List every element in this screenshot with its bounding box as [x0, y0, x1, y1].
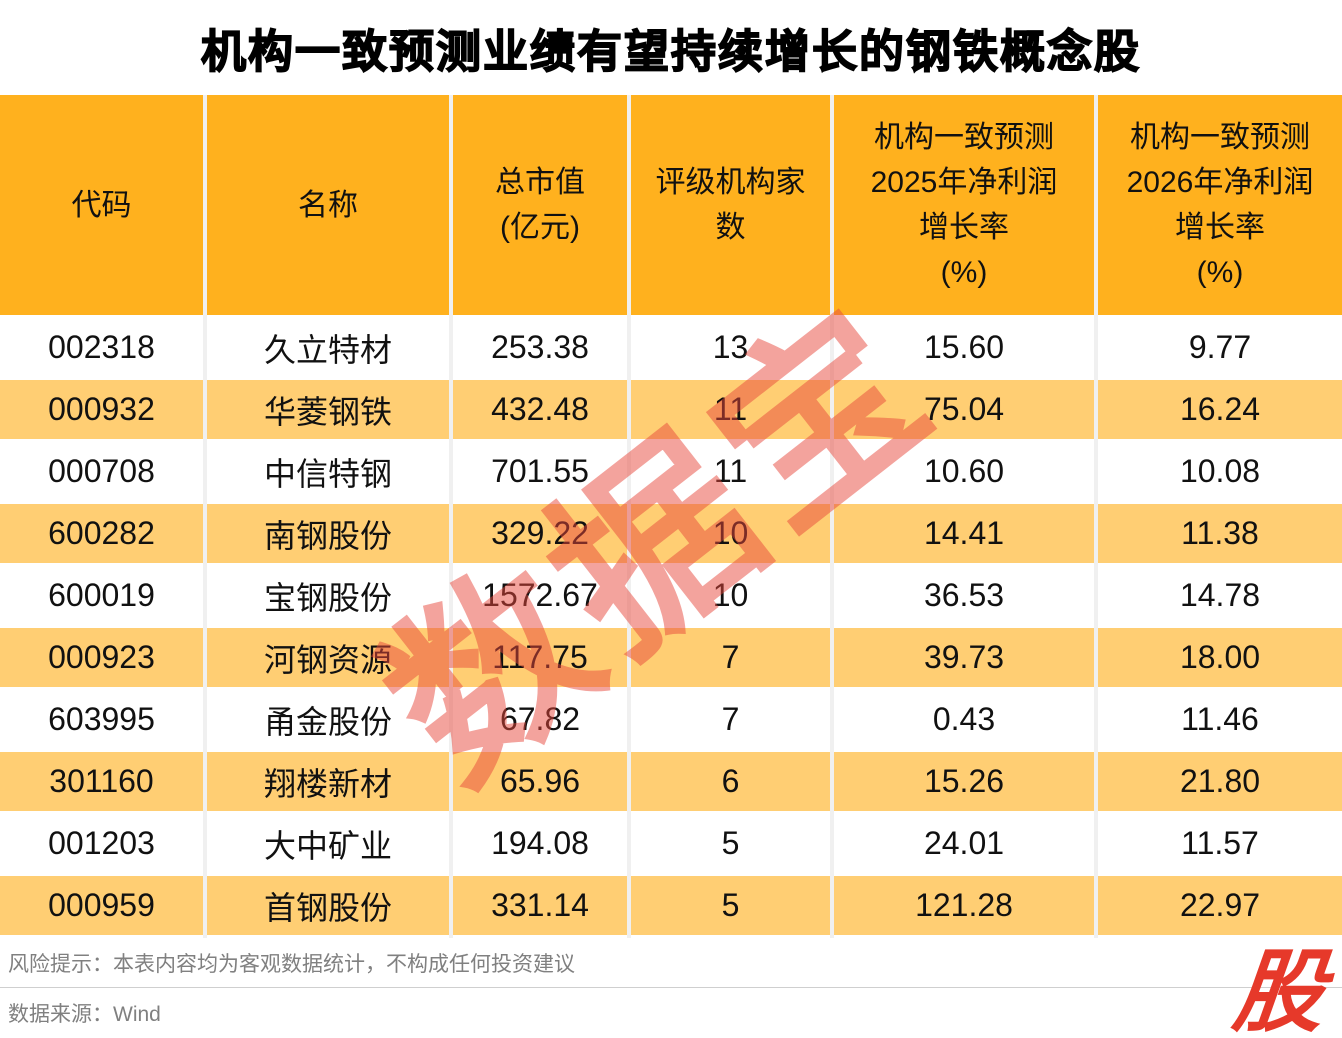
cell-growth_2026: 21.80 — [1098, 752, 1342, 814]
cell-code: 301160 — [0, 752, 203, 814]
cell-growth_2026: 14.78 — [1098, 566, 1342, 628]
cell-name: 华菱钢铁 — [207, 380, 449, 442]
column-header-growth_2026: 机构一致预测 2026年净利润 增长率 (%) — [1098, 95, 1342, 318]
column-header-name: 名称 — [207, 95, 449, 318]
cell-code: 600019 — [0, 566, 203, 628]
cell-growth_2026: 11.38 — [1098, 504, 1342, 566]
cell-name: 南钢股份 — [207, 504, 449, 566]
column-header-growth_2025: 机构一致预测 2025年净利润 增长率 (%) — [834, 95, 1094, 318]
cell-market_cap: 331.14 — [453, 876, 627, 938]
cell-growth_2025: 10.60 — [834, 442, 1094, 504]
cell-growth_2025: 39.73 — [834, 628, 1094, 690]
cell-market_cap: 329.22 — [453, 504, 627, 566]
cell-name: 首钢股份 — [207, 876, 449, 938]
cell-code: 000923 — [0, 628, 203, 690]
cell-market_cap: 65.96 — [453, 752, 627, 814]
cell-market_cap: 117.75 — [453, 628, 627, 690]
cell-growth_2026: 16.24 — [1098, 380, 1342, 442]
cell-rating_count: 11 — [631, 380, 830, 442]
cell-growth_2025: 14.41 — [834, 504, 1094, 566]
cell-growth_2025: 36.53 — [834, 566, 1094, 628]
cell-name: 久立特材 — [207, 318, 449, 380]
cell-name: 大中矿业 — [207, 814, 449, 876]
cell-code: 603995 — [0, 690, 203, 752]
cell-growth_2025: 15.60 — [834, 318, 1094, 380]
cell-rating_count: 10 — [631, 566, 830, 628]
cell-code: 001203 — [0, 814, 203, 876]
cell-growth_2025: 121.28 — [834, 876, 1094, 938]
risk-note: 风险提示：本表内容均为客观数据统计，不构成任何投资建议 — [8, 952, 575, 976]
cell-name: 中信特钢 — [207, 442, 449, 504]
cell-market_cap: 432.48 — [453, 380, 627, 442]
cell-rating_count: 11 — [631, 442, 830, 504]
cell-code: 000932 — [0, 380, 203, 442]
page-title: 机构一致预测业绩有望持续增长的钢铁概念股 — [200, 25, 1141, 78]
column-header-rating_count: 评级机构家 数 — [631, 95, 830, 318]
brand-logo: 股 — [1228, 943, 1330, 1038]
stocks-table: 代码 名称 总市值 (亿元) 评级机构家 数机构一致预测 2025年净利润 增长率 (… — [0, 95, 1342, 938]
cell-growth_2026: 11.46 — [1098, 690, 1342, 752]
cell-rating_count: 13 — [631, 318, 830, 380]
footer: 风险提示：本表内容均为客观数据统计，不构成任何投资建议 数据来源：Wind — [0, 938, 1342, 1037]
cell-code: 600282 — [0, 504, 203, 566]
cell-name: 宝钢股份 — [207, 566, 449, 628]
cell-market_cap: 253.38 — [453, 318, 627, 380]
cell-growth_2026: 10.08 — [1098, 442, 1342, 504]
cell-growth_2025: 15.26 — [834, 752, 1094, 814]
cell-growth_2025: 0.43 — [834, 690, 1094, 752]
cell-market_cap: 194.08 — [453, 814, 627, 876]
cell-growth_2026: 11.57 — [1098, 814, 1342, 876]
cell-market_cap: 701.55 — [453, 442, 627, 504]
column-header-market_cap: 总市值 (亿元) — [453, 95, 627, 318]
cell-rating_count: 6 — [631, 752, 830, 814]
cell-growth_2026: 18.00 — [1098, 628, 1342, 690]
cell-rating_count: 5 — [631, 876, 830, 938]
cell-rating_count: 7 — [631, 628, 830, 690]
cell-growth_2025: 75.04 — [834, 380, 1094, 442]
cell-code: 000959 — [0, 876, 203, 938]
cell-growth_2025: 24.01 — [834, 814, 1094, 876]
cell-name: 甬金股份 — [207, 690, 449, 752]
data-source: 数据来源：Wind — [8, 1002, 161, 1026]
cell-market_cap: 1572.67 — [453, 566, 627, 628]
cell-rating_count: 7 — [631, 690, 830, 752]
cell-rating_count: 10 — [631, 504, 830, 566]
cell-growth_2026: 9.77 — [1098, 318, 1342, 380]
footer-divider — [0, 987, 1342, 988]
cell-code: 000708 — [0, 442, 203, 504]
cell-rating_count: 5 — [631, 814, 830, 876]
cell-name: 翔楼新材 — [207, 752, 449, 814]
cell-name: 河钢资源 — [207, 628, 449, 690]
cell-growth_2026: 22.97 — [1098, 876, 1342, 938]
cell-market_cap: 67.82 — [453, 690, 627, 752]
column-header-code: 代码 — [0, 95, 203, 318]
cell-code: 002318 — [0, 318, 203, 380]
